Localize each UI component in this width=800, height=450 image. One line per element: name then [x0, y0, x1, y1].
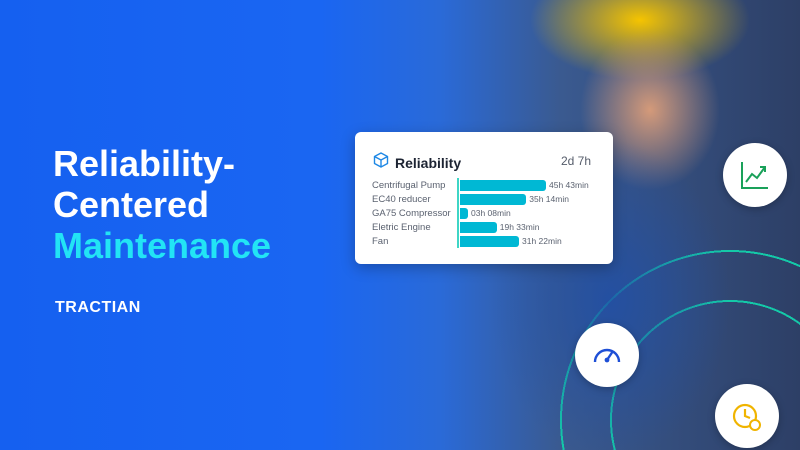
- bar-row: EC40 reducer 35h 14min: [372, 192, 612, 206]
- bar-value: 45h 43min: [549, 180, 589, 190]
- speedometer-icon-button: [575, 323, 639, 387]
- headline-line2: Centered: [53, 184, 210, 225]
- speedometer-icon: [593, 348, 621, 363]
- bar-track: 31h 22min: [457, 234, 562, 248]
- tractian-logo: TRACTIAN: [55, 299, 141, 316]
- reliability-card: Reliability 2d 7h Centrifugal Pump 45h 4…: [355, 132, 613, 264]
- bar-value: 31h 22min: [522, 236, 562, 246]
- bar-label: EC40 reducer: [372, 193, 431, 205]
- bar-label: Centrifugal Pump: [372, 179, 446, 191]
- bar: [460, 207, 468, 219]
- bar-value: 03h 08min: [471, 208, 511, 218]
- trend-chart-icon-button: [723, 143, 787, 207]
- bar-track: 03h 08min: [457, 206, 511, 220]
- bar: [460, 221, 497, 233]
- cube-icon: [373, 152, 389, 173]
- headline-line3: Maintenance: [53, 225, 272, 266]
- bar-label: Eletric Engine: [372, 221, 431, 233]
- clock-add-icon: [732, 403, 761, 431]
- bar-value: 35h 14min: [529, 194, 569, 204]
- bar-row: Eletric Engine 19h 33min: [372, 220, 612, 234]
- bar-track: 35h 14min: [457, 192, 569, 206]
- bar-track: 45h 43min: [457, 178, 589, 192]
- bar-row: Fan 31h 22min: [372, 234, 612, 248]
- bar-label: GA75 Compressor: [372, 207, 451, 219]
- trend-chart-icon: [741, 162, 768, 189]
- bar: [460, 235, 519, 247]
- card-title: Reliability: [395, 154, 462, 171]
- bar-row: Centrifugal Pump 45h 43min: [372, 178, 612, 192]
- bar-track: 19h 33min: [457, 220, 539, 234]
- bar-row: GA75 Compressor 03h 08min: [372, 206, 612, 220]
- headline-line1: Reliability-: [53, 143, 236, 184]
- headline: Reliability- Centered Maintenance: [53, 143, 271, 266]
- bar: [460, 179, 546, 191]
- card-total: 2d 7h: [560, 154, 591, 168]
- clock-add-icon-button: [715, 384, 779, 448]
- bar-label: Fan: [372, 235, 389, 247]
- bar: [460, 193, 527, 205]
- bar-list: Centrifugal Pump 45h 43min EC40 reducer 3…: [372, 178, 612, 248]
- bar-value: 19h 33min: [499, 222, 540, 232]
